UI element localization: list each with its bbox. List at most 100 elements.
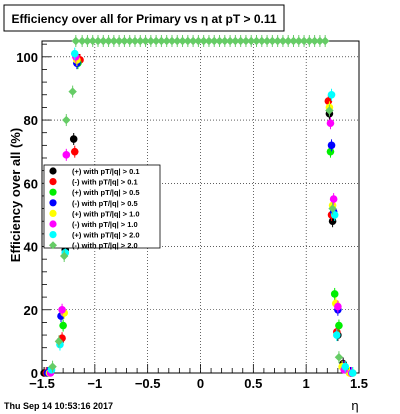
data-point [324, 97, 333, 105]
legend-box [43, 164, 161, 249]
data-point [173, 36, 182, 46]
data-point [330, 290, 339, 298]
data-point [162, 36, 171, 46]
data-point [183, 36, 193, 46]
data-point [334, 302, 342, 311]
data-point [334, 352, 344, 362]
data-point [335, 321, 343, 330]
data-point [225, 36, 235, 46]
legend-label: (+) with pT/|q| > 0.5 [72, 188, 140, 197]
grid [42, 41, 359, 373]
data-point [284, 36, 293, 46]
data-point [236, 36, 245, 46]
data-point [327, 90, 336, 99]
data-point [289, 36, 298, 46]
legend-marker [49, 199, 57, 207]
title-box [3, 4, 285, 32]
data-point [215, 36, 224, 46]
y-tick-label: 80 [24, 113, 38, 128]
legend-label: (+) with pT/|q| > 0.1 [72, 167, 140, 176]
data-point [109, 36, 119, 46]
x-tick-label: 1 [303, 376, 310, 391]
data-point [54, 337, 64, 346]
y-tick-label: 60 [24, 176, 38, 191]
data-point [241, 36, 251, 46]
legend-marker [49, 188, 57, 196]
data-point [330, 211, 339, 219]
data-point [278, 36, 288, 46]
y-axis-label: Efficiency over all (%) [8, 128, 23, 262]
legend-label: (-) with pT/|q| > 2.0 [72, 241, 138, 250]
data-point [305, 36, 314, 46]
data-point [328, 204, 337, 213]
data-point [333, 331, 341, 339]
data-point [83, 36, 92, 46]
data-point [341, 362, 350, 371]
data-point [315, 36, 325, 46]
x-axis-label: η [351, 398, 358, 413]
data-point [130, 36, 140, 46]
data-point [178, 36, 187, 46]
data-point [348, 369, 357, 377]
data-point [58, 305, 66, 314]
timestamp: Thu Sep 14 10:53:16 2017 [4, 401, 113, 411]
data-point [69, 135, 78, 143]
data-point [167, 36, 177, 46]
data-point [194, 36, 203, 46]
data-point [220, 36, 230, 46]
legend-label: (-) with pT/|q| > 0.1 [72, 178, 138, 187]
data-point [268, 36, 277, 46]
data-point [247, 36, 256, 46]
data-point [59, 251, 69, 261]
legend-marker [49, 241, 57, 250]
data-point [188, 36, 198, 46]
legend-label: (-) with pT/|q| > 1.0 [72, 220, 138, 229]
y-tick-label: 40 [24, 240, 38, 255]
data-point [325, 106, 334, 115]
data-point [210, 36, 219, 46]
axis-ticks: −1.5 −1 −0.5 0 0.5 1 1.5 0 20 40 60 80 100 [16, 43, 368, 391]
y-tick-label: 20 [24, 303, 38, 318]
data-point [71, 36, 81, 46]
data-point [88, 36, 97, 46]
x-tick-label: −1.5 [29, 376, 55, 391]
data-point [141, 36, 150, 46]
data-point [231, 36, 240, 46]
y-tick-label: 0 [31, 366, 38, 381]
legend-label: (+) with pT/|q| > 1.0 [72, 209, 140, 218]
data-point [320, 36, 330, 46]
data-point [136, 36, 145, 46]
data-point [329, 195, 338, 203]
data-point [59, 321, 67, 330]
x-tick-label: −1 [87, 376, 102, 391]
data-point [114, 36, 124, 46]
data-point [326, 119, 335, 128]
data-point [146, 36, 156, 46]
x-tick-label: 0.5 [244, 376, 262, 391]
data-point [151, 36, 161, 46]
data-point [257, 36, 266, 46]
data-point [326, 147, 335, 156]
data-point [120, 36, 129, 46]
x-tick-label: 1.5 [350, 376, 368, 391]
data-point [77, 36, 87, 46]
legend: (+) with pT/|q| > 0.1 (-) with pT/|q| > 0… [43, 164, 161, 250]
data-point [99, 36, 108, 46]
data-point [70, 147, 79, 156]
data-point [68, 87, 77, 96]
legend-label: (-) with pT/|q| > 0.5 [72, 199, 138, 208]
data-point [199, 36, 208, 46]
data-point [310, 36, 319, 46]
data-point [204, 36, 214, 46]
y-tick-label: 100 [16, 50, 38, 65]
legend-marker [49, 178, 57, 186]
data-point [93, 36, 103, 46]
data-point [48, 362, 57, 371]
data-point [62, 151, 71, 159]
legend-marker [49, 209, 57, 217]
data-point [157, 36, 166, 46]
data-point [252, 36, 261, 46]
x-tick-label: −0.5 [135, 376, 161, 391]
